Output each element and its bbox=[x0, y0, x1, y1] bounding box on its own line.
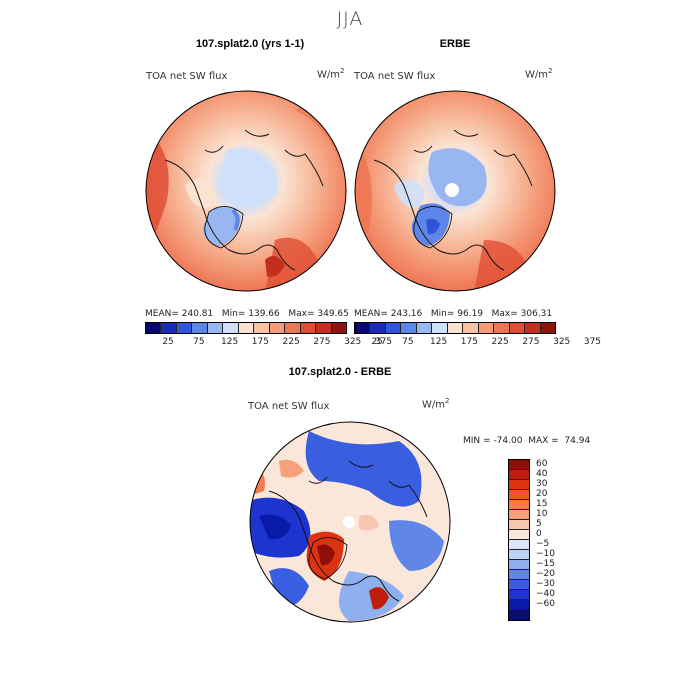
panel2-title: ERBE bbox=[439, 38, 471, 50]
panel3-colorbar-ticks: 60 40 30 20 15 10 5 0 −5 −10 −15 −20 −30 −40 −60 bbox=[536, 459, 576, 619]
colorbar-swatch bbox=[478, 323, 495, 333]
colorbar-swatch bbox=[509, 550, 529, 560]
panel3-polar-map bbox=[249, 421, 451, 623]
panel3-colorbar bbox=[508, 459, 530, 621]
colorbar-swatch bbox=[370, 323, 386, 333]
panel1-polar-map bbox=[145, 90, 347, 292]
colorbar-tick-label: −10 bbox=[536, 549, 555, 559]
colorbar-tick-label: −20 bbox=[536, 569, 555, 579]
colorbar-swatch bbox=[432, 323, 448, 333]
colorbar-swatch bbox=[494, 323, 510, 333]
colorbar-tick-label: 275 bbox=[522, 337, 540, 347]
colorbar-swatch bbox=[509, 490, 529, 500]
colorbar-swatch bbox=[146, 323, 162, 333]
colorbar-swatch bbox=[509, 500, 529, 510]
colorbar-tick-label: 0 bbox=[536, 529, 542, 539]
panel2-units: W/m2 bbox=[525, 67, 553, 81]
panel2-variable-label: TOA net SW flux bbox=[354, 71, 436, 82]
colorbar-swatch bbox=[525, 323, 541, 333]
colorbar-tick-label: 125 bbox=[430, 337, 448, 347]
colorbar-swatch bbox=[509, 530, 529, 540]
colorbar-tick-label: 175 bbox=[460, 337, 478, 347]
panel2-colorbar-ticks: 25 75 125 175 225 275 325 375 bbox=[354, 337, 601, 349]
figure-season-title: JJA bbox=[336, 8, 364, 30]
panel1-colorbar bbox=[145, 322, 347, 334]
colorbar-swatch bbox=[207, 323, 224, 333]
colorbar-swatch bbox=[509, 470, 529, 480]
colorbar-swatch bbox=[540, 323, 556, 333]
panel1-stats: MEAN= 240.81 Min= 139.66 Max= 349.65 bbox=[145, 309, 349, 319]
panel2-polar-map bbox=[354, 90, 556, 292]
colorbar-tick-label: 175 bbox=[251, 337, 269, 347]
colorbar-swatch bbox=[509, 540, 529, 550]
colorbar-swatch bbox=[509, 570, 529, 580]
colorbar-tick-label: −60 bbox=[536, 599, 555, 609]
colorbar-tick-label: −30 bbox=[536, 579, 555, 589]
panel1-colorbar-ticks: 25 75 125 175 225 275 325 375 bbox=[145, 337, 392, 349]
colorbar-swatch bbox=[316, 323, 332, 333]
colorbar-tick-label: 225 bbox=[282, 337, 300, 347]
colorbar-swatch bbox=[355, 323, 371, 333]
colorbar-tick-label: 375 bbox=[374, 337, 393, 347]
colorbar-swatch bbox=[509, 460, 529, 470]
colorbar-swatch bbox=[192, 323, 208, 333]
colorbar-swatch bbox=[509, 590, 529, 600]
colorbar-tick-label: 325 bbox=[344, 337, 362, 347]
colorbar-swatch bbox=[331, 323, 347, 333]
colorbar-tick-label: 125 bbox=[221, 337, 239, 347]
colorbar-tick-label: 75 bbox=[193, 337, 205, 347]
colorbar-swatch bbox=[509, 520, 529, 530]
panel2-stats: MEAN= 243.16 Min= 96.19 Max= 306.31 bbox=[354, 309, 553, 319]
colorbar-swatch bbox=[416, 323, 433, 333]
colorbar-tick-label: −40 bbox=[536, 589, 555, 599]
colorbar-swatch bbox=[463, 323, 479, 333]
colorbar-tick-label: 10 bbox=[536, 509, 548, 519]
colorbar-swatch bbox=[509, 480, 529, 490]
colorbar-tick-label: 225 bbox=[491, 337, 509, 347]
panel3-title: 107.splat2.0 - ERBE bbox=[288, 366, 392, 378]
colorbar-tick-label: 375 bbox=[583, 337, 602, 347]
colorbar-swatch bbox=[509, 560, 529, 570]
colorbar-tick-label: 60 bbox=[536, 459, 548, 469]
colorbar-swatch bbox=[509, 510, 529, 520]
colorbar-swatch bbox=[509, 323, 526, 333]
colorbar-tick-label: 5 bbox=[536, 519, 542, 529]
colorbar-swatch bbox=[509, 610, 529, 620]
colorbar-swatch bbox=[447, 323, 464, 333]
panel3-variable-label: TOA net SW flux bbox=[248, 401, 330, 412]
colorbar-tick-label: 25 bbox=[162, 337, 174, 347]
panel3-units: W/m2 bbox=[422, 397, 450, 411]
colorbar-tick-label: −15 bbox=[536, 559, 555, 569]
colorbar-swatch bbox=[238, 323, 255, 333]
colorbar-tick-label: 15 bbox=[536, 499, 548, 509]
colorbar-swatch bbox=[300, 323, 317, 333]
colorbar-tick-label: 20 bbox=[536, 489, 548, 499]
panel1-variable-label: TOA net SW flux bbox=[146, 71, 228, 82]
colorbar-swatch bbox=[285, 323, 301, 333]
colorbar-tick-label: 325 bbox=[553, 337, 571, 347]
colorbar-tick-label: 30 bbox=[536, 479, 548, 489]
colorbar-swatch bbox=[161, 323, 177, 333]
panel2-colorbar bbox=[354, 322, 556, 334]
colorbar-swatch bbox=[509, 600, 529, 610]
panel1-title: 107.splat2.0 (yrs 1-1) bbox=[195, 38, 305, 50]
colorbar-swatch bbox=[401, 323, 417, 333]
colorbar-swatch bbox=[176, 323, 193, 333]
colorbar-tick-label: 275 bbox=[313, 337, 331, 347]
colorbar-swatch bbox=[254, 323, 270, 333]
colorbar-tick-label: 40 bbox=[536, 469, 548, 479]
colorbar-tick-label: 25 bbox=[371, 337, 383, 347]
panel1-units: W/m2 bbox=[317, 67, 345, 81]
colorbar-tick-label: −5 bbox=[536, 539, 550, 549]
colorbar-swatch bbox=[385, 323, 402, 333]
colorbar-swatch bbox=[509, 580, 529, 590]
colorbar-swatch bbox=[269, 323, 286, 333]
colorbar-tick-label: 75 bbox=[402, 337, 414, 347]
colorbar-swatch bbox=[223, 323, 239, 333]
panel3-stats: MIN = -74.00 MAX = 74.94 bbox=[463, 436, 591, 446]
